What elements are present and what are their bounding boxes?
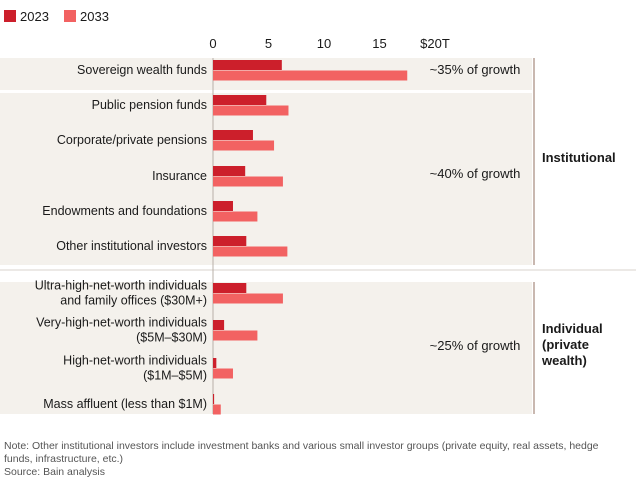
growth-annotation: ~35% of growth [430, 62, 521, 77]
legend-label-2033: 2033 [80, 9, 109, 24]
category-label: Insurance [152, 169, 207, 183]
bar-2033 [213, 330, 258, 341]
bar-2023 [213, 60, 282, 70]
legend-swatch-2023 [4, 10, 16, 22]
individual-panel [0, 282, 532, 414]
bar-2033 [213, 140, 275, 151]
group-label: wealth) [541, 353, 587, 368]
bar-2023 [213, 166, 246, 176]
bar-2033 [213, 246, 288, 257]
group-label: (private [542, 337, 589, 352]
category-label: Sovereign wealth funds [77, 63, 207, 77]
category-label: Very-high-net-worth individuals [36, 316, 207, 330]
bar-2033 [213, 404, 221, 415]
x-tick-label: 0 [209, 36, 216, 51]
bar-2033 [213, 211, 258, 222]
bar-2033 [213, 176, 283, 187]
bar-2023 [213, 201, 233, 211]
bar-2033 [213, 293, 283, 304]
bar-2033 [213, 368, 233, 379]
note-text: Note: Other institutional investors incl… [4, 440, 599, 465]
category-label: Other institutional investors [56, 239, 207, 253]
category-label: Public pension funds [92, 98, 207, 112]
category-label: ($1M–$5M) [143, 369, 207, 383]
bar-2033 [213, 105, 289, 116]
bar-2023 [213, 358, 217, 368]
category-label: Corporate/private pensions [57, 133, 207, 147]
source-text: Source: Bain analysis [4, 466, 105, 478]
bar-2023 [213, 95, 267, 105]
category-label: High-net-worth individuals [63, 354, 207, 368]
x-tick-label: $20T [420, 36, 450, 51]
bar-2023 [213, 394, 215, 404]
bar-chart: 2023 2033 0 5 10 15 $20T Sovereign wealth funds… [0, 9, 636, 415]
chart-footnote: Note: Other institutional investors incl… [4, 440, 630, 479]
category-label: and family offices ($30M+) [60, 294, 207, 308]
group-label: Institutional [542, 150, 616, 165]
category-label: Endowments and foundations [42, 204, 207, 218]
x-tick-label: 15 [372, 36, 386, 51]
x-tick-label: 5 [265, 36, 272, 51]
bar-2023 [213, 283, 247, 293]
legend-label-2023: 2023 [20, 9, 49, 24]
bar-2023 [213, 236, 247, 246]
growth-annotation: ~25% of growth [430, 338, 521, 353]
category-label: Ultra-high-net-worth individuals [35, 279, 207, 293]
group-label: Individual [542, 321, 603, 336]
category-label: Mass affluent (less than $1M) [43, 397, 207, 411]
category-label: ($5M–$30M) [136, 331, 207, 345]
bar-2023 [213, 320, 225, 330]
x-tick-label: 10 [317, 36, 331, 51]
growth-annotation: ~40% of growth [430, 166, 521, 181]
legend-swatch-2033 [64, 10, 76, 22]
bar-2023 [213, 130, 253, 140]
bar-2033 [213, 70, 408, 81]
